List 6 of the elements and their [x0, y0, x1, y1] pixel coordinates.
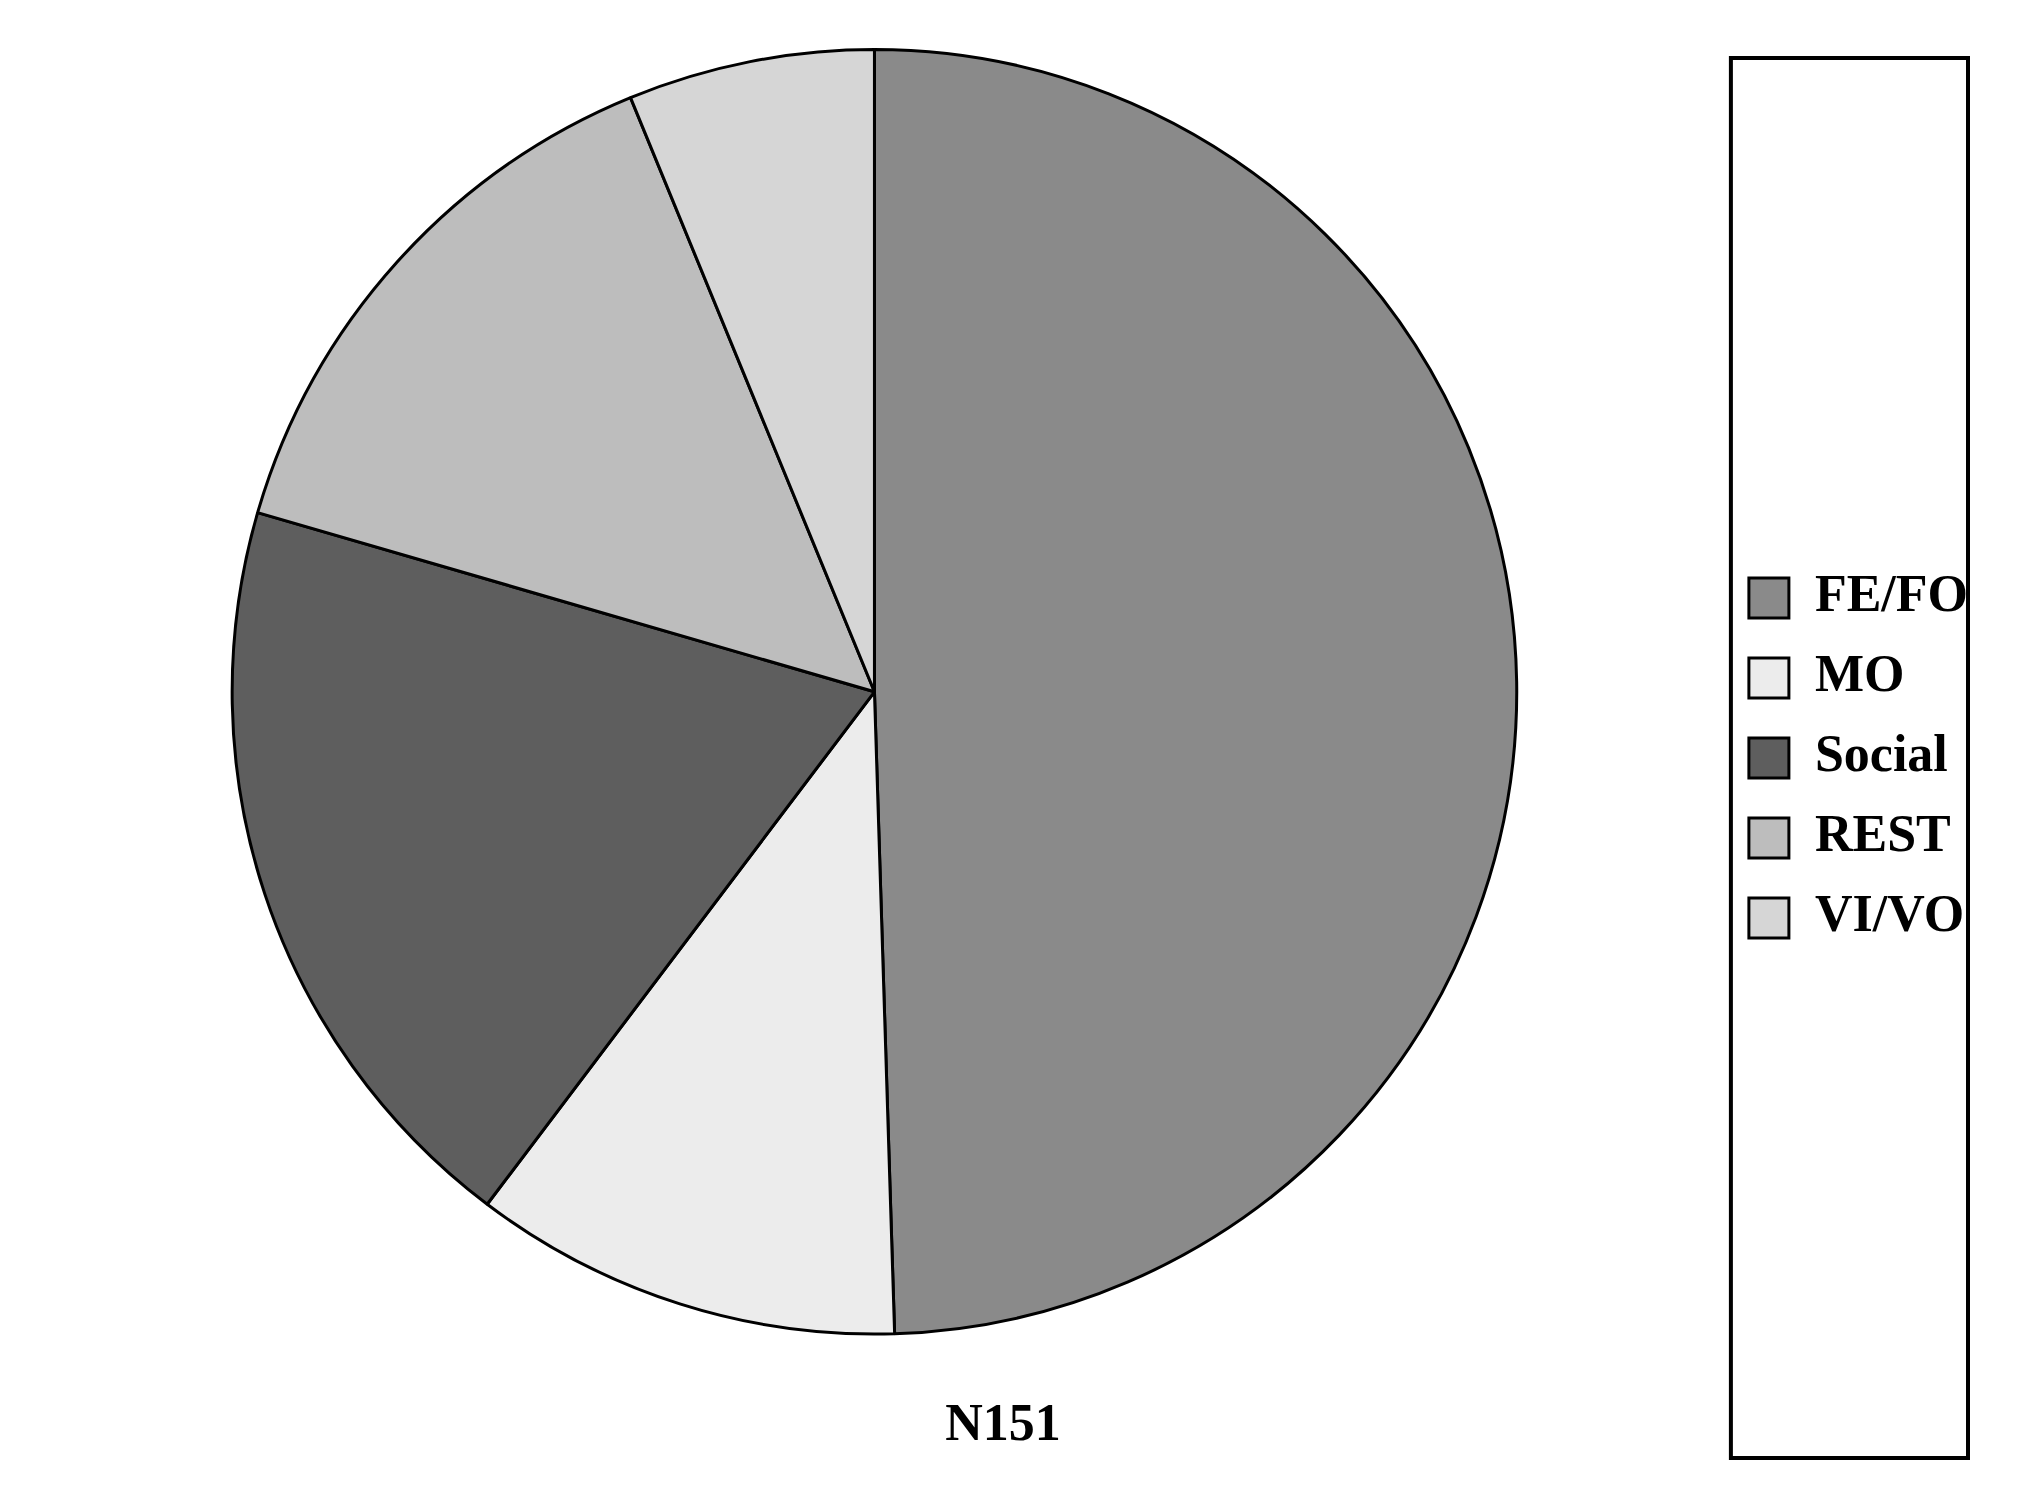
- text: N151: [945, 1394, 1061, 1452]
- legend-label: VI/VO: [1814, 885, 1965, 943]
- legend-label: REST: [1814, 805, 1951, 863]
- legend-label: Social: [1814, 725, 1948, 783]
- legend-label: FE/FO: [1814, 565, 1968, 623]
- legend-label: MO: [1814, 645, 1905, 703]
